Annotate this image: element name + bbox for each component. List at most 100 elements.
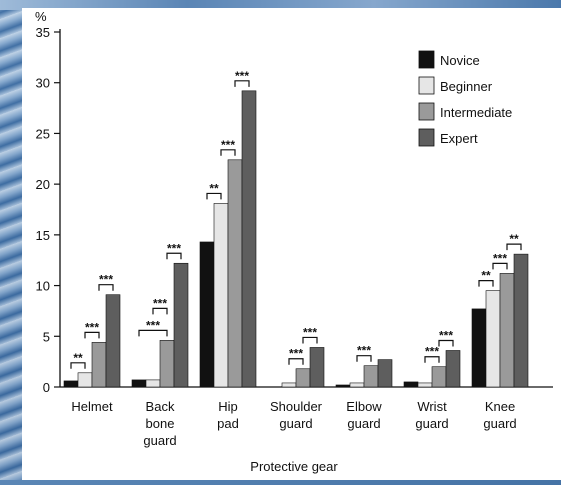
significance-bracket — [302, 336, 318, 344]
bar-intermediate-4 — [363, 365, 379, 388]
significance-brackets: ********************************** ******… — [70, 69, 522, 369]
bar-expert-4 — [377, 359, 393, 388]
significance-label: *** — [221, 138, 235, 152]
significance-bracket — [70, 362, 86, 369]
y-tick-label: 15 — [36, 228, 50, 243]
y-tick-label: 35 — [36, 25, 50, 40]
y-tick-label: 0 — [43, 380, 50, 395]
significance-bracket — [356, 355, 372, 362]
x-tick-label: guard — [483, 416, 516, 431]
significance-label: *** — [493, 251, 507, 265]
legend-swatch-intermediate — [418, 102, 435, 121]
chart-panel: 0 5 10 15 20 25 30 35 Helmet Back bone guard Hip pad S… — [22, 8, 561, 480]
legend-label-novice: Novice — [440, 53, 480, 68]
x-tick-label: Wrist — [417, 399, 447, 414]
y-tick-label: 30 — [36, 76, 50, 91]
bar-intermediate-0 — [91, 342, 107, 388]
y-tick-label: 25 — [36, 126, 50, 141]
bar-chart: 0 5 10 15 20 25 30 35 Helmet Back bone guard Hip pad S… — [35, 9, 553, 474]
legend-swatch-novice — [418, 50, 435, 69]
significance-label: ** — [209, 181, 219, 195]
significance-bracket — [438, 339, 454, 347]
significance-label: *** — [235, 69, 249, 83]
x-tick-label: pad — [217, 416, 239, 431]
x-tick-label: guard — [279, 416, 312, 431]
bar-novice-6 — [471, 308, 487, 388]
x-tick-label: Knee — [485, 399, 515, 414]
x-tick-label: bone — [146, 416, 175, 431]
y-tick-label: 10 — [36, 279, 50, 294]
significance-bracket — [424, 356, 440, 363]
significance-bracket — [152, 307, 168, 315]
significance-bracket — [166, 252, 182, 260]
background-photo-strip — [0, 0, 22, 480]
bar-expert-0 — [105, 294, 121, 388]
axes: 0 5 10 15 20 25 30 35 Helmet Back bone guard Hip pad S… — [36, 25, 553, 448]
significance-label: *** — [146, 318, 160, 332]
bar-intermediate-2 — [227, 159, 243, 388]
bar-novice-5 — [403, 381, 419, 388]
significance-label: *** — [439, 328, 453, 342]
bar-beginner-5 — [417, 382, 433, 388]
legend-label-beginner: Beginner — [440, 79, 493, 94]
significance-bracket — [478, 280, 494, 287]
significance-label: *** — [85, 320, 99, 334]
significance-label: ** — [481, 269, 491, 283]
bar-beginner-1 — [145, 379, 161, 388]
x-tick-label: Back — [146, 399, 175, 414]
y-tick-label: 20 — [36, 177, 50, 192]
y-tick-label: 5 — [43, 329, 50, 344]
bar-novice-0 — [63, 380, 79, 388]
x-tick-label: Hip — [218, 399, 238, 414]
bar-novice-1 — [131, 379, 147, 388]
bar-expert-3 — [309, 347, 325, 388]
significance-label: ** — [73, 351, 83, 365]
significance-label: *** — [425, 345, 439, 359]
bar-expert-5 — [445, 350, 461, 388]
bar-beginner-0 — [77, 372, 93, 388]
bar-novice-4 — [335, 384, 351, 388]
x-axis-label: Protective gear — [250, 459, 338, 474]
bar-beginner-4 — [349, 382, 365, 388]
significance-bracket — [138, 329, 168, 337]
significance-label: *** — [303, 325, 317, 339]
bar-beginner-3 — [281, 382, 297, 388]
background-photo-top — [0, 0, 561, 10]
significance-bracket — [492, 262, 508, 270]
bar-beginner-2 — [213, 203, 229, 388]
significance-label: *** — [289, 347, 303, 361]
bar-intermediate-6 — [499, 273, 515, 388]
legend-swatch-expert — [418, 128, 435, 147]
significance-label: *** — [153, 296, 167, 310]
x-tick-label: Helmet — [71, 399, 113, 414]
y-axis-label: % — [35, 9, 47, 24]
bar-expert-1 — [173, 262, 189, 388]
significance-bracket — [234, 80, 250, 87]
bar-intermediate-1 — [159, 340, 175, 388]
significance-bracket — [220, 149, 236, 156]
significance-label: *** — [167, 241, 181, 255]
x-tick-label: Shoulder — [270, 399, 323, 414]
legend-swatch-beginner — [418, 76, 435, 95]
bars — [63, 90, 529, 388]
x-tick-label: guard — [347, 416, 380, 431]
significance-label: *** — [357, 344, 371, 358]
bar-expert-6 — [513, 253, 529, 388]
bar-expert-2 — [241, 90, 257, 388]
significance-label: *** — [99, 273, 113, 287]
significance-bracket — [506, 243, 522, 251]
legend: Novice Beginner Intermediate Expert — [418, 50, 512, 147]
bar-intermediate-3 — [295, 368, 311, 388]
legend-label-expert: Expert — [440, 131, 478, 146]
significance-bracket — [98, 284, 114, 291]
significance-bracket — [84, 331, 100, 339]
bar-novice-2 — [199, 241, 215, 388]
bar-intermediate-5 — [431, 366, 447, 388]
legend-label-intermediate: Intermediate — [440, 105, 512, 120]
x-tick-label: guard — [415, 416, 448, 431]
significance-label: ** — [509, 232, 519, 246]
bar-beginner-6 — [485, 290, 501, 388]
significance-bracket — [288, 358, 304, 365]
x-tick-label: guard — [143, 433, 176, 448]
